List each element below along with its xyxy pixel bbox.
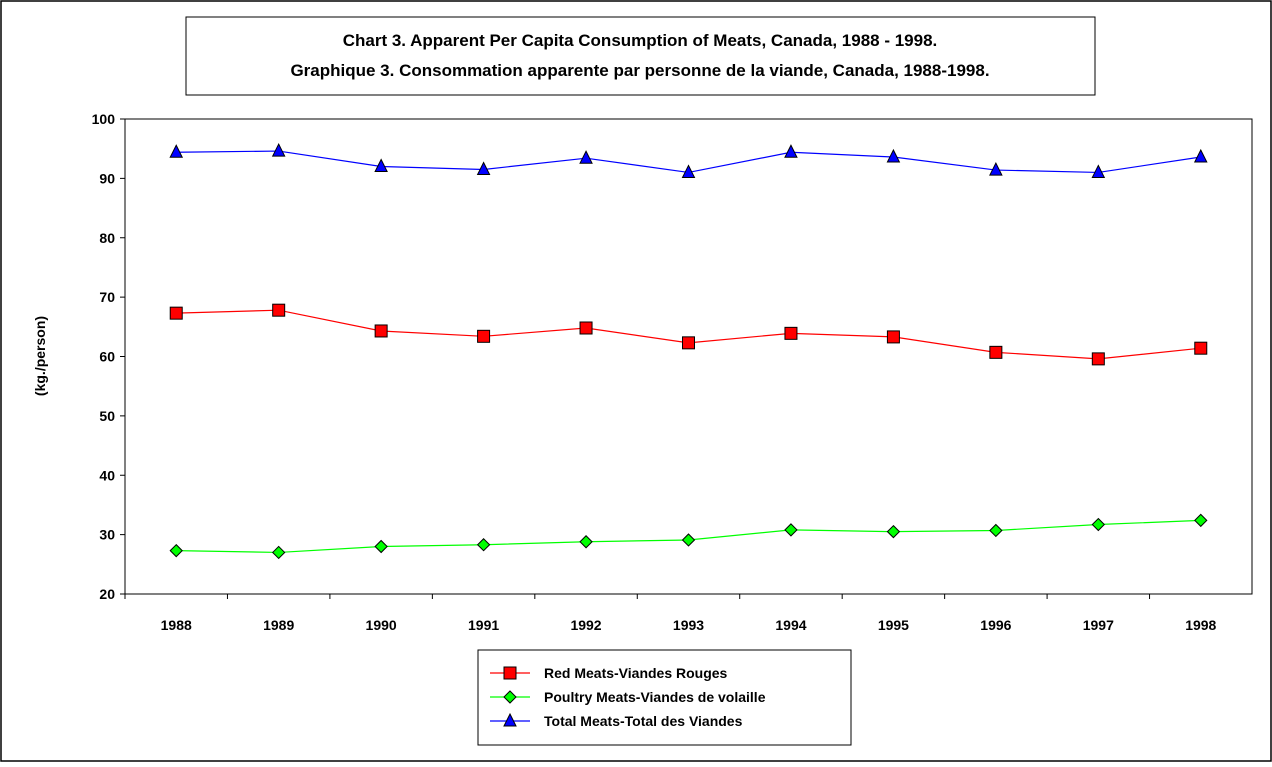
marker xyxy=(1091,164,1106,178)
marker xyxy=(681,164,696,178)
y-tick-label: 40 xyxy=(99,467,115,483)
chart-subtitle: Graphique 3. Consommation apparente par … xyxy=(290,61,989,80)
marker xyxy=(271,545,286,560)
chart-title: Chart 3. Apparent Per Capita Consumption… xyxy=(343,31,938,50)
marker xyxy=(784,523,798,537)
legend-label: Total Meats-Total des Viandes xyxy=(544,713,743,729)
marker xyxy=(476,538,491,552)
y-tick-label: 60 xyxy=(99,349,115,365)
marker xyxy=(682,336,695,350)
x-tick-label: 1992 xyxy=(570,617,601,633)
marker xyxy=(989,345,1003,359)
marker xyxy=(1091,517,1106,532)
marker xyxy=(989,523,1003,538)
marker xyxy=(169,543,183,558)
marker xyxy=(579,535,593,549)
x-tick-label: 1997 xyxy=(1083,617,1114,633)
x-tick-label: 1988 xyxy=(161,617,192,633)
marker xyxy=(1091,352,1105,366)
marker xyxy=(374,539,388,554)
x-tick-label: 1996 xyxy=(980,617,1011,633)
y-axis-label: (kg./person) xyxy=(32,316,48,396)
legend-label: Red Meats-Viandes Rouges xyxy=(544,665,728,681)
marker xyxy=(989,161,1003,176)
marker xyxy=(579,150,593,164)
y-tick-label: 20 xyxy=(99,586,115,602)
marker xyxy=(476,161,491,175)
y-tick-label: 70 xyxy=(99,289,115,305)
marker xyxy=(374,158,388,172)
marker xyxy=(1194,341,1208,355)
marker xyxy=(272,303,286,317)
x-tick-label: 1990 xyxy=(366,617,397,633)
y-tick-label: 90 xyxy=(99,170,115,186)
title-box xyxy=(185,16,1096,96)
marker xyxy=(477,329,491,343)
x-tick-label: 1989 xyxy=(263,617,294,633)
marker xyxy=(886,330,900,344)
marker xyxy=(503,690,517,704)
x-tick-label: 1998 xyxy=(1185,617,1216,633)
marker xyxy=(886,148,901,163)
y-tick-label: 100 xyxy=(92,111,116,127)
y-tick-label: 50 xyxy=(99,408,115,424)
x-tick-label: 1993 xyxy=(673,617,704,633)
marker xyxy=(681,533,696,547)
legend-label: Poultry Meats-Viandes de volaille xyxy=(544,689,766,705)
marker xyxy=(1194,513,1208,528)
marker xyxy=(503,666,517,680)
y-tick-label: 80 xyxy=(99,230,115,246)
marker xyxy=(886,524,901,539)
x-tick-label: 1991 xyxy=(468,617,499,633)
marker xyxy=(169,144,184,158)
marker xyxy=(784,144,798,158)
x-tick-label: 1994 xyxy=(775,617,806,633)
x-tick-label: 1995 xyxy=(878,617,909,633)
marker xyxy=(169,306,183,320)
marker xyxy=(579,321,593,335)
y-tick-label: 30 xyxy=(99,527,115,543)
legend-box xyxy=(477,649,852,746)
marker xyxy=(784,326,798,340)
marker xyxy=(1193,148,1208,163)
marker xyxy=(374,324,388,338)
marker xyxy=(271,142,286,157)
plot-area xyxy=(124,118,1253,595)
marker xyxy=(503,712,517,727)
